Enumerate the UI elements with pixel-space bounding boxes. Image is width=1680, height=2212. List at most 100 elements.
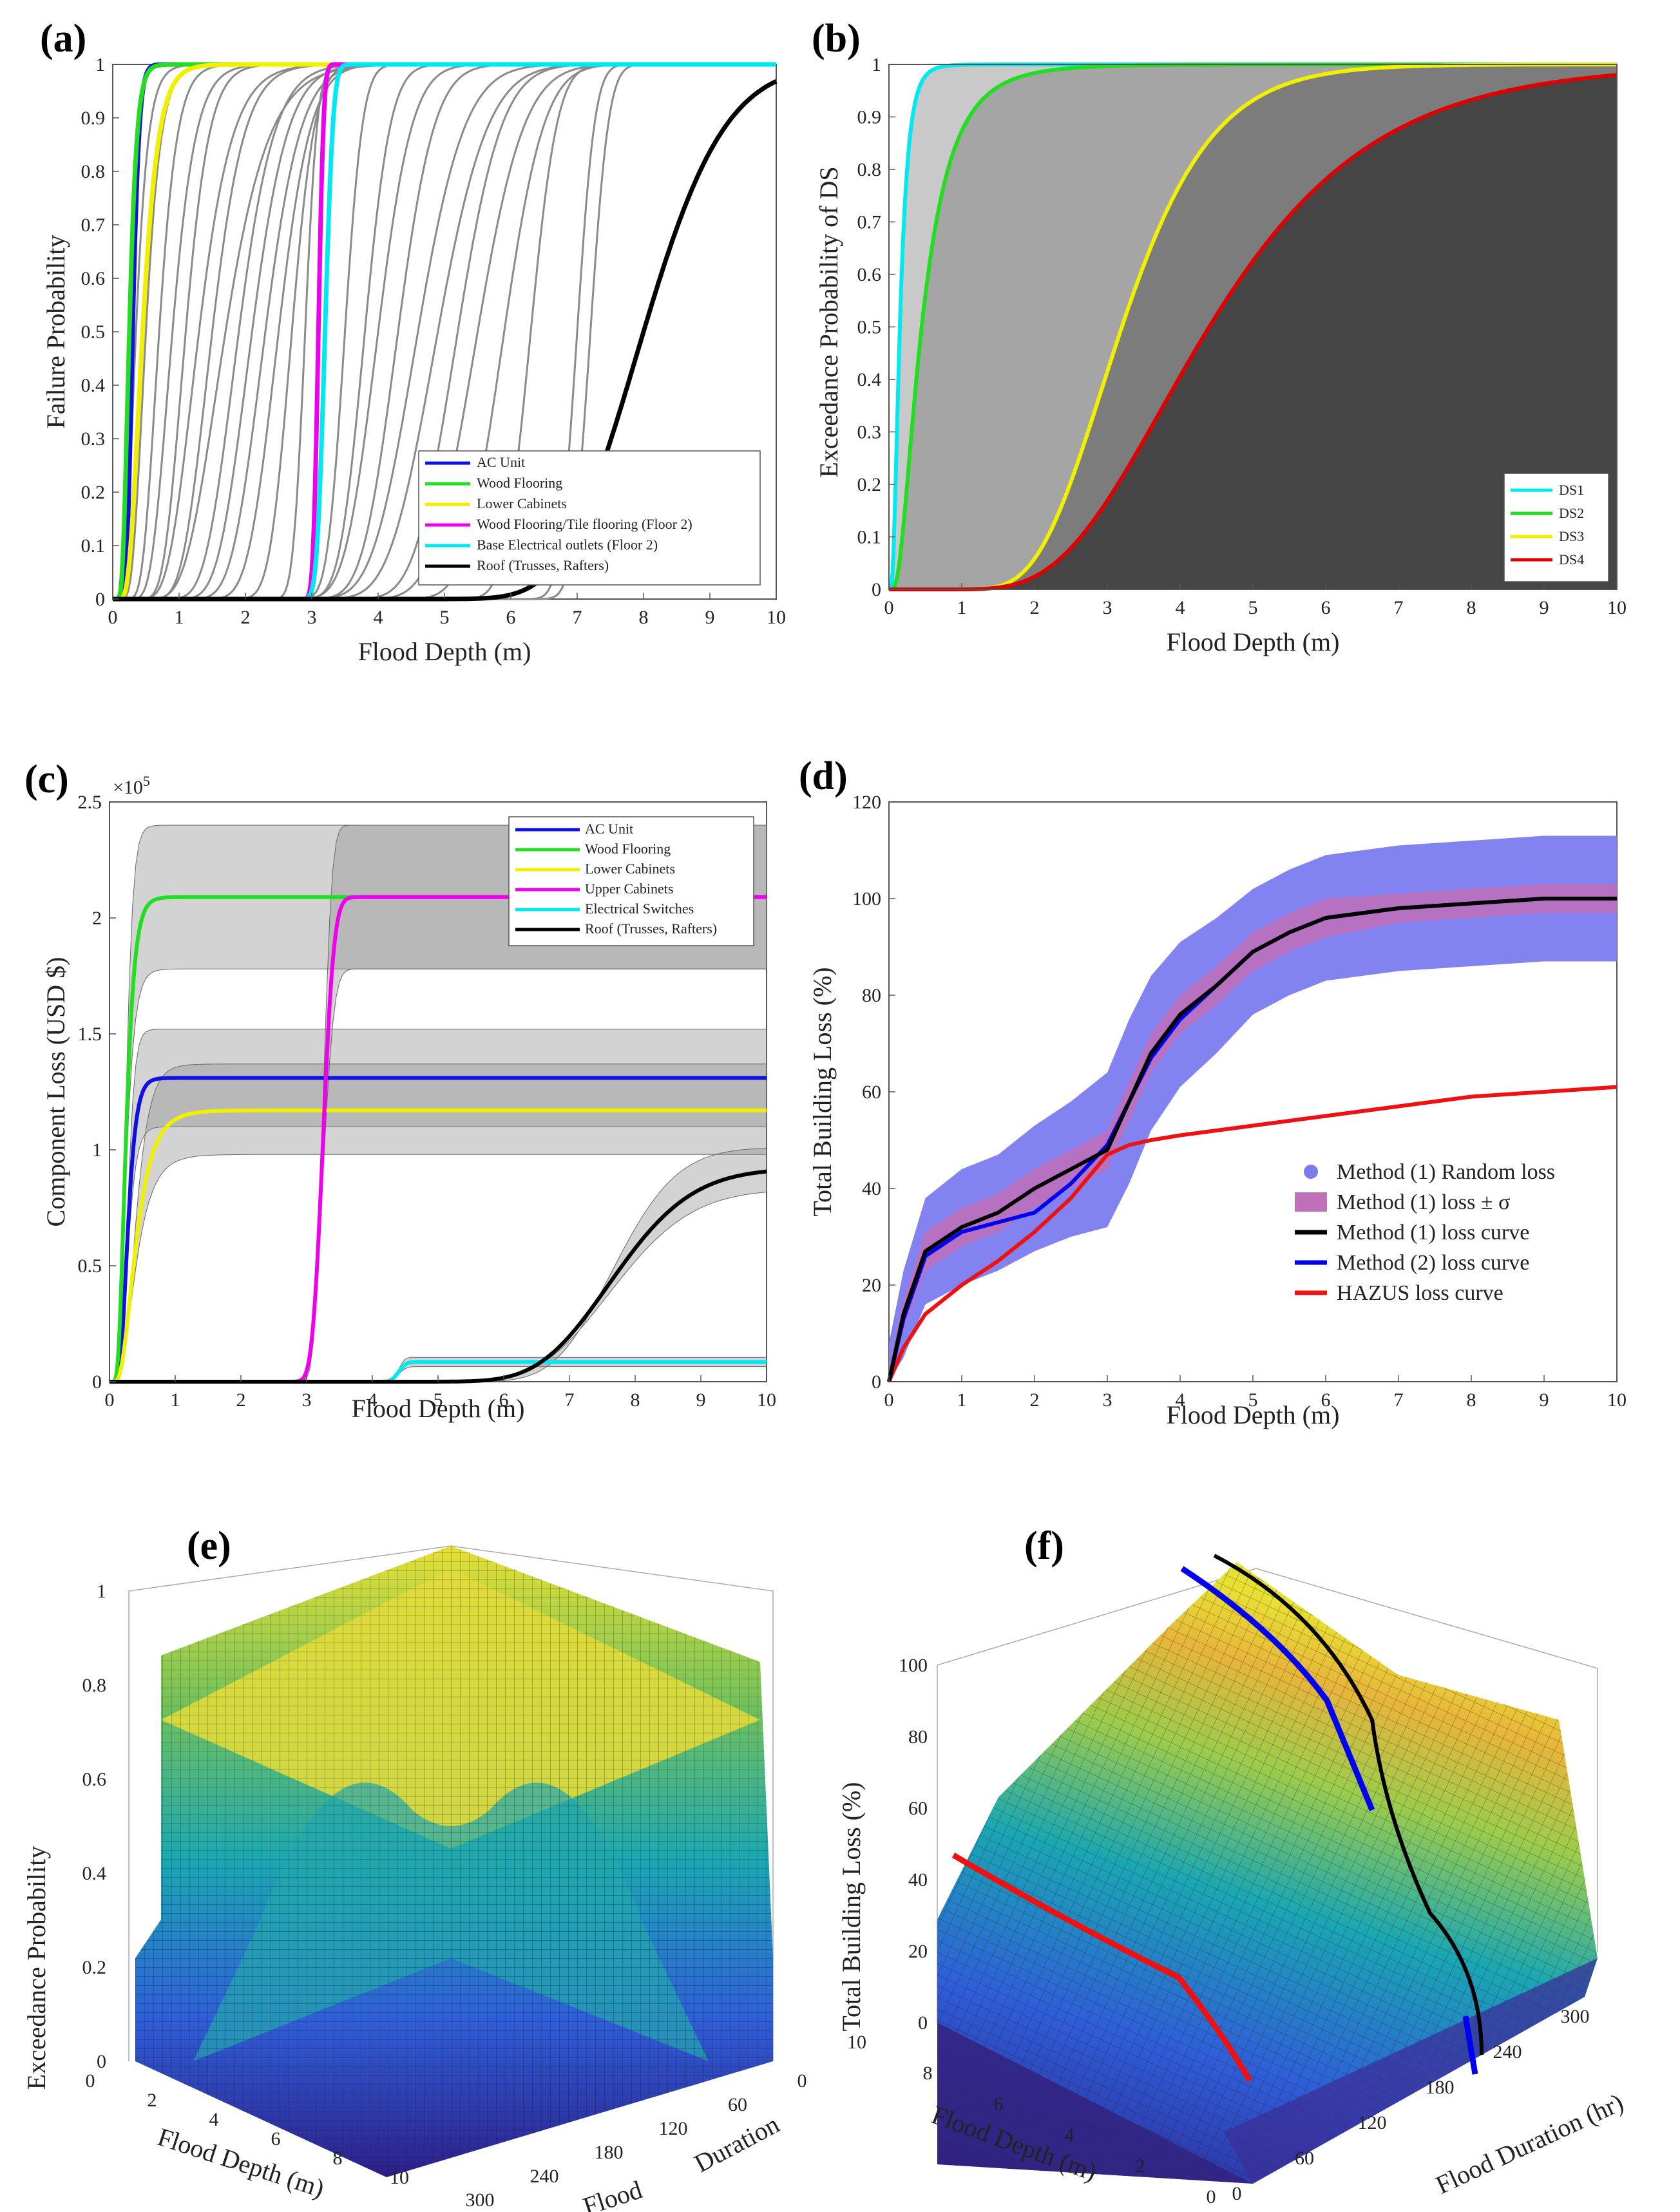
panel-f-z-tick-label: 60 (908, 1798, 928, 1819)
panel-d-y-tick-label: 100 (852, 888, 881, 910)
panel-d-x-tick-label: 8 (1467, 1389, 1476, 1411)
panel-c-x-tick-label: 10 (757, 1389, 776, 1411)
panel-c-legend-entry: Upper Cabinets (585, 881, 673, 897)
panel-c-xlabel: Flood Depth (m) (352, 1394, 525, 1423)
panel-e-x-tick-label: 10 (390, 2167, 409, 2188)
panel-e-y-tick-label: 120 (659, 2118, 688, 2139)
panel-b-y-tick-label: 0.7 (857, 212, 882, 233)
panel-f-y-tick-label: 300 (1561, 2006, 1590, 2027)
panel-e-x-tick-label: 6 (271, 2128, 281, 2150)
panel-c-y-tick-label: 1 (92, 1139, 102, 1161)
panel-b-shaded-regions (889, 64, 1617, 590)
panel-a-y-tick-label: 0.1 (81, 535, 106, 557)
panel-f-x-tick-label: 6 (994, 2093, 1004, 2115)
panel-d-legend-swatch (1304, 1165, 1318, 1179)
panel-c-ticks: 0 1 2 3 4 5 6 7 8 9 10 0 0.5 1 1.5 2 2.5 (78, 792, 777, 1411)
panel-f-surface (937, 1562, 1598, 2184)
panel-c-component-loss: (c) ×105 0 1 2 3 4 5 6 7 8 9 10 0 0.5 1 1.5 2 2.5 Flood … (24, 758, 777, 1423)
panel-d-legend-entry: Method (1) loss curve (1337, 1221, 1529, 1244)
panel-b-y-tick-label: 0 (872, 579, 881, 600)
panel-f-x-tick-label: 0 (1207, 2186, 1216, 2207)
panel-a-legend-entry: AC Unit (477, 454, 525, 470)
panel-f-method1-curve (1213, 1554, 1484, 2055)
panel-d-series-line (887, 897, 1617, 1382)
panel-d-y-tick-label: 40 (862, 1178, 881, 1199)
panel-b-x-tick-label: 5 (1248, 597, 1258, 618)
panel-b-legend: DS1 DS2 DS3 DS4 (1503, 473, 1609, 582)
panel-f-x-tick-label: 8 (923, 2063, 933, 2084)
panel-d-x-tick-label: 4 (1176, 1389, 1185, 1411)
panel-c-x-tick-label: 8 (631, 1389, 640, 1411)
panel-d-y-tick-label: 0 (872, 1371, 881, 1393)
panel-b-y-tick-label: 0.6 (857, 264, 882, 285)
panel-a-x-tick-label: 0 (108, 607, 118, 628)
panel-e-ylabel-2: Duration (689, 2110, 784, 2178)
panel-b-x-tick-label: 7 (1394, 597, 1404, 618)
panel-f-z-tick-label: 40 (908, 1869, 928, 1891)
panel-c-y-tick-label: 1.5 (78, 1024, 102, 1045)
panel-e-x-tick-label: 4 (209, 2109, 219, 2130)
panel-b-y-tick-label: 0.1 (857, 527, 882, 548)
panel-d-x-tick-label: 5 (1248, 1389, 1258, 1411)
panel-a-legend-entry: Wood Flooring/Tile flooring (Floor 2) (477, 516, 692, 532)
panel-b-x-tick-label: 3 (1103, 597, 1112, 618)
panel-c-y-tick-label: 0.5 (78, 1255, 102, 1277)
panel-b-y-tick-label: 1 (872, 54, 881, 75)
panel-a-ticks: 0 1 2 3 4 5 6 7 8 9 10 0 0.1 0.2 0.3 0.4 0.5 0.6 0.7 0.8 0.9… (81, 54, 787, 628)
panel-e-z-tick-label: 0.6 (82, 1769, 107, 1790)
panel-d-x-tick-label: 7 (1394, 1389, 1404, 1411)
panel-d-x-tick-label: 0 (884, 1389, 894, 1411)
panel-a-y-tick-label: 1 (95, 54, 105, 75)
panel-a-y-tick-label: 0.7 (81, 215, 106, 236)
panel-d-y-tick-label: 120 (852, 792, 881, 813)
panel-c-x-tick-label: 4 (368, 1389, 377, 1411)
panel-c-series-line (110, 1108, 767, 1384)
panel-c-legend: AC Unit Wood Flooring Lower Cabinets Upper … (508, 816, 754, 946)
panel-c-label: (c) (24, 758, 69, 801)
panel-d-x-tick-label: 6 (1321, 1389, 1331, 1411)
panel-f-zlabel: Total Building Loss (%) (837, 1782, 866, 2031)
panel-d-legend: Method (1) Random loss Method (1) loss ± … (1295, 1160, 1555, 1305)
panel-c-x-tick-label: 3 (302, 1389, 312, 1411)
panel-f-x-tick-label: 2 (1136, 2155, 1145, 2177)
panel-b-x-tick-label: 6 (1321, 597, 1331, 618)
panel-c-exponent: ×105 (113, 773, 150, 798)
panel-c-series-line (110, 1076, 767, 1384)
panel-a-ylabel: Failure Probability (41, 234, 70, 428)
panel-c-legend-entry: Lower Cabinets (585, 861, 675, 877)
panel-c-x-tick-label: 9 (696, 1389, 706, 1411)
panel-f-z-tick-label: 100 (899, 1655, 928, 1676)
panel-e-y-tick-label: 0 (797, 2070, 807, 2092)
panel-b-label: (b) (812, 17, 861, 61)
panel-d-x-tick-label: 2 (1030, 1389, 1040, 1411)
panel-d-legend-entry: Method (1) Random loss (1337, 1160, 1555, 1184)
panel-a-x-tick-label: 6 (506, 607, 516, 628)
panel-d-series-line (887, 1085, 1618, 1383)
panel-e-exceedance-surface: (e) 00.20.40.60.810246810300240180120600… (22, 1524, 807, 2212)
panel-a-y-tick-label: 0.9 (81, 108, 106, 129)
panel-e-z-tick-label: 0.2 (82, 1957, 107, 1978)
panel-d-legend-swatch (1295, 1192, 1327, 1212)
panel-e-z-tick-label: 1 (97, 1581, 106, 1602)
panel-d-y-tick-label: 20 (862, 1275, 881, 1296)
panel-e-z-tick-label: 0 (97, 2051, 106, 2072)
panel-b-y-tick-label: 0.8 (857, 159, 882, 180)
panel-f-ylabel: Flood Duration (hr) (1431, 2088, 1628, 2200)
panel-a-y-tick-label: 0.5 (81, 321, 106, 343)
panel-d-x-tick-label: 1 (957, 1389, 967, 1411)
panel-c-x-tick-label: 1 (171, 1389, 180, 1411)
panel-a-label: (a) (40, 17, 86, 61)
panel-b-legend-entry: DS3 (1559, 528, 1584, 544)
panel-d-series (887, 897, 1618, 1383)
panel-b-y-tick-label: 0.2 (857, 474, 882, 495)
panel-a-y-tick-label: 0 (95, 589, 105, 610)
panel-b-x-tick-label: 2 (1030, 597, 1040, 618)
panel-e-y-tick-label: 300 (466, 2189, 495, 2211)
panel-a-x-tick-label: 4 (374, 607, 383, 628)
panel-c-x-tick-label: 5 (434, 1389, 443, 1411)
panel-a-y-tick-label: 0.6 (81, 268, 106, 289)
panel-a-legend: AC Unit Wood Flooring Lower Cabinets Wood F… (418, 450, 761, 586)
